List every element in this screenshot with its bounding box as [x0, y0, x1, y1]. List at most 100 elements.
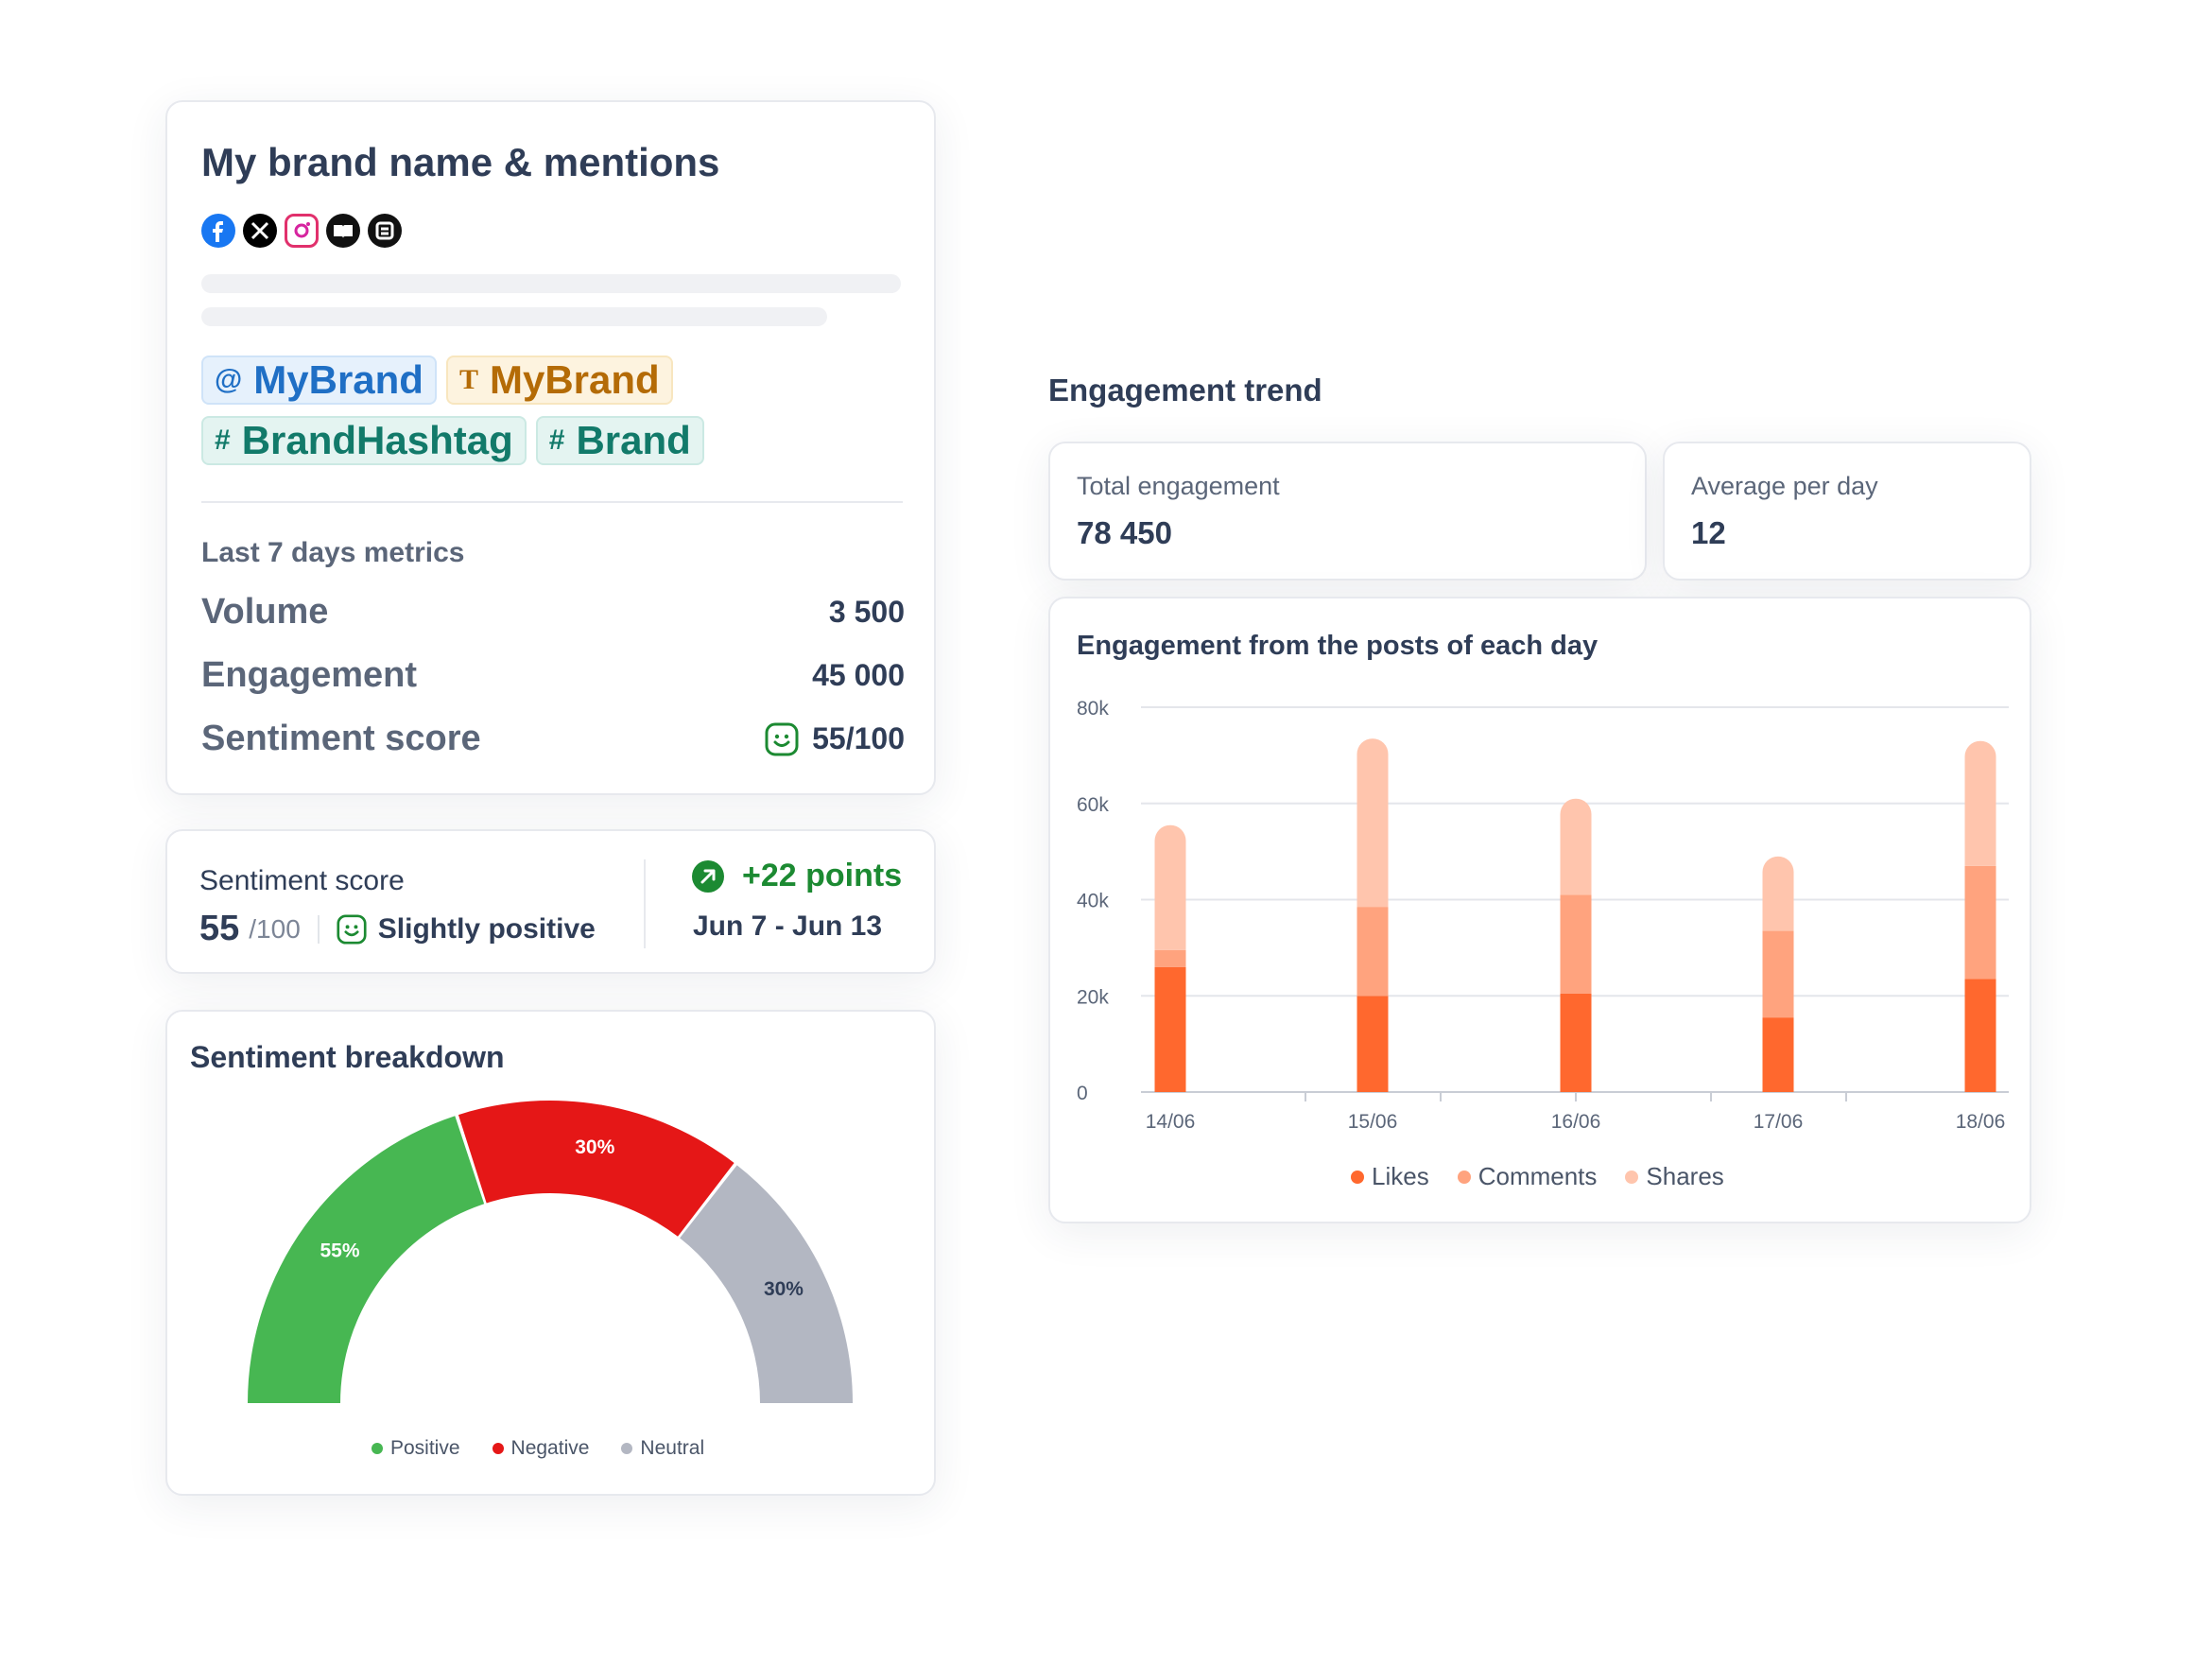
legend-item-positive[interactable]: Positive — [372, 1437, 460, 1460]
legend-dot — [1457, 1170, 1471, 1184]
legend-item-neutral[interactable]: Neutral — [621, 1437, 704, 1460]
total-engagement-label: Total engagement — [1077, 472, 1280, 500]
sentiment-score-card: Sentiment score 55 /100 Slightly positiv… — [165, 829, 936, 974]
bar-segment-comments[interactable] — [1154, 949, 1186, 967]
total-engagement-value: 78 450 — [1077, 515, 1172, 550]
x-tick-label: 14/06 — [1146, 1111, 1196, 1133]
bar-segment-likes[interactable] — [1560, 993, 1592, 1092]
breakdown-title: Sentiment breakdown — [190, 1040, 505, 1074]
bar-segment-likes[interactable] — [1964, 979, 1996, 1092]
metric-row-volume: Volume 3 500 — [201, 592, 905, 633]
legend-dot — [1351, 1170, 1364, 1184]
metric-label: Volume — [201, 592, 329, 632]
bar-group-18/06[interactable] — [1964, 740, 1996, 1092]
keyword-tag[interactable]: # BrandHashtag — [201, 416, 527, 465]
x-tick-label: 18/06 — [1956, 1111, 2006, 1133]
metric-value: 55/100 — [812, 721, 905, 755]
score-value: 55 — [199, 909, 240, 948]
legend-label: Shares — [1646, 1162, 1724, 1190]
total-engagement-card: Total engagement 78 450 — [1048, 442, 1647, 581]
gauge-label-positive: 55% — [320, 1240, 360, 1261]
bar-group-16/06[interactable] — [1560, 798, 1592, 1092]
brand-keywords: @ MyBrand T MyBrand # BrandHashtag # Brand — [201, 356, 731, 465]
engagement-trend-title: Engagement trend — [1048, 373, 1322, 408]
score-mood: Slightly positive — [377, 912, 596, 945]
bar-segment-shares[interactable] — [1964, 740, 1996, 866]
bar-segment-comments[interactable] — [1762, 930, 1794, 1018]
bar-group-14/06[interactable] — [1154, 824, 1186, 1092]
y-tick-label: 40k — [1077, 891, 1109, 912]
average-per-day-value: 12 — [1691, 515, 1726, 550]
keyword-text: MyBrand — [253, 357, 423, 402]
legend-item-likes[interactable]: Likes — [1351, 1162, 1429, 1191]
divider — [201, 501, 903, 503]
legend-item-negative[interactable]: Negative — [492, 1437, 589, 1460]
facebook-icon[interactable] — [201, 214, 235, 248]
x-icon[interactable] — [243, 214, 277, 248]
instagram-icon[interactable] — [285, 214, 319, 248]
legend-item-shares[interactable]: Shares — [1625, 1162, 1724, 1191]
bar-segment-likes[interactable] — [1357, 996, 1389, 1092]
chart-title: Engagement from the posts of each day — [1077, 631, 1599, 661]
y-tick-label: 60k — [1077, 794, 1109, 816]
legend-label: Positive — [390, 1437, 460, 1459]
sentiment-gauge: 55% 30% 30% — [248, 1101, 853, 1403]
gauge-segment-negative[interactable] — [458, 1101, 734, 1237]
engagement-bar-chart: 0 20k 40k 60k 80k 14/06 15/06 16/06 17/06 18/06 — [1077, 698, 2009, 1133]
keyword-text: BrandHashtag — [241, 418, 513, 462]
gauge-label-negative: 30% — [575, 1136, 614, 1158]
bar-group-17/06[interactable] — [1762, 856, 1794, 1092]
keyword-type-icon: T — [458, 364, 478, 395]
reviews-book-icon[interactable] — [326, 214, 360, 248]
metric-value: 45 000 — [812, 658, 905, 692]
bar-segment-comments[interactable] — [1964, 865, 1996, 980]
vertical-divider — [644, 859, 646, 948]
separator — [317, 914, 320, 944]
score-label: Sentiment score — [199, 865, 405, 896]
engagement-chart-card: Engagement from the posts of each day 0 2… — [1048, 597, 2031, 1223]
keyword-type-icon: # — [548, 425, 565, 456]
bar-segment-shares[interactable] — [1154, 824, 1186, 950]
smile-icon — [337, 913, 367, 945]
gauge-segment-positive[interactable] — [248, 1116, 485, 1403]
social-networks — [201, 214, 402, 248]
legend-label: Neutral — [640, 1437, 705, 1459]
news-icon[interactable] — [368, 214, 402, 248]
chart-legend: Likes Comments Shares — [1351, 1162, 1753, 1191]
metric-row-sentiment: Sentiment score 55/100 — [201, 719, 905, 759]
legend-item-comments[interactable]: Comments — [1457, 1162, 1597, 1191]
metric-label: Engagement — [201, 655, 418, 695]
legend-dot — [492, 1443, 504, 1454]
gauge-legend: Positive Negative Neutral — [372, 1437, 736, 1460]
skeleton-line — [201, 307, 827, 326]
bar-segment-comments[interactable] — [1560, 894, 1592, 994]
x-tick-label: 15/06 — [1348, 1111, 1398, 1133]
sentiment-breakdown-card: Sentiment breakdown 55% 30% 30% Positive Ne… — [165, 1010, 936, 1496]
metric-value-wrap: 55/100 — [765, 721, 905, 756]
keyword-text: Brand — [576, 418, 691, 462]
trend-up-icon — [692, 859, 724, 893]
y-tick-label: 80k — [1077, 698, 1109, 720]
legend-dot — [1625, 1170, 1639, 1184]
bar-segment-likes[interactable] — [1762, 1017, 1794, 1092]
bar-segment-shares[interactable] — [1357, 738, 1389, 908]
legend-label: Likes — [1372, 1162, 1429, 1190]
y-tick-label: 20k — [1077, 986, 1109, 1008]
keyword-tag[interactable]: @ MyBrand — [201, 356, 437, 405]
keyword-tag[interactable]: # Brand — [535, 416, 704, 465]
score-max: /100 — [249, 913, 301, 944]
x-tick-label: 16/06 — [1551, 1111, 1601, 1133]
bar-segment-shares[interactable] — [1560, 798, 1592, 895]
bar-segment-likes[interactable] — [1154, 966, 1186, 1092]
bar-segment-comments[interactable] — [1357, 907, 1389, 997]
keyword-tag[interactable]: T MyBrand — [445, 356, 673, 405]
metric-row-engagement: Engagement 45 000 — [201, 655, 905, 696]
bar-group-15/06[interactable] — [1357, 738, 1389, 1092]
brand-card: My brand name & mentions @ MyBrand T MyBran… — [165, 100, 936, 795]
x-tick-label: 17/06 — [1754, 1111, 1804, 1133]
gauge-segment-neutral[interactable] — [680, 1165, 853, 1403]
bar-segment-shares[interactable] — [1762, 856, 1794, 931]
average-per-day-label: Average per day — [1691, 472, 1878, 500]
average-per-day-card: Average per day 12 — [1663, 442, 2031, 581]
metrics-heading: Last 7 days metrics — [201, 537, 465, 568]
